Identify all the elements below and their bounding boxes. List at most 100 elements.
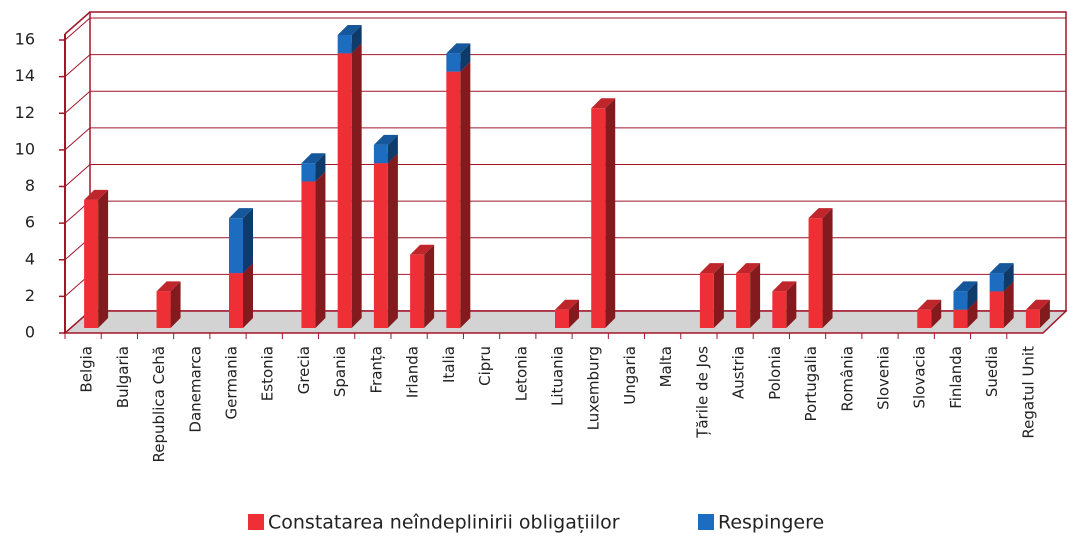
bar-top — [917, 299, 942, 310]
bar-top — [953, 281, 978, 292]
grid-line — [64, 17, 91, 41]
bar-top — [591, 98, 616, 109]
bar — [953, 309, 968, 328]
x-tick-label: Ungaria — [621, 346, 639, 405]
y-tick-label: 16 — [15, 30, 35, 49]
y-tick-label: 12 — [15, 103, 35, 122]
legend-swatch — [248, 514, 264, 530]
grid-line — [64, 90, 91, 114]
bar — [84, 199, 99, 328]
x-tick-label: Danemarca — [186, 346, 204, 433]
bar-side — [569, 299, 579, 328]
bar — [337, 53, 352, 328]
bar-side — [387, 134, 398, 164]
bar-side — [1039, 299, 1050, 328]
x-tick-label: Polonia — [766, 346, 784, 400]
bar-side — [713, 263, 724, 328]
bar-side — [822, 208, 833, 328]
bar — [373, 144, 388, 164]
legend: Constatarea neîndeplinirii obligațiilor … — [248, 512, 824, 534]
bar-top — [156, 281, 181, 292]
bar-side — [351, 25, 362, 54]
x-tick-label: Franța — [367, 346, 385, 393]
bar-top — [229, 208, 253, 219]
x-tick-label: Irlanda — [404, 346, 422, 398]
y-tick-label: 10 — [15, 139, 35, 158]
bar-side — [1003, 281, 1014, 328]
x-tick-label: Regatul Unit — [1019, 346, 1037, 439]
bar — [410, 254, 425, 328]
bar — [736, 273, 751, 328]
bar — [229, 273, 243, 328]
bar-side — [750, 263, 761, 328]
bar — [446, 53, 461, 72]
bar-side — [605, 98, 616, 328]
bar — [808, 218, 823, 328]
bar — [591, 108, 606, 328]
bar — [446, 71, 461, 328]
legend-swatch — [698, 514, 714, 530]
bar-side — [98, 189, 109, 328]
x-tick-label: Germania — [223, 346, 241, 419]
bar-side — [351, 43, 362, 328]
x-tick-label: Finlanda — [947, 346, 965, 409]
bar-top — [808, 208, 833, 219]
bar — [373, 163, 388, 328]
bar-side — [315, 153, 326, 182]
x-tick-label: Slovenia — [875, 346, 893, 410]
bar-top — [410, 244, 435, 255]
y-tick-label: 6 — [25, 213, 35, 232]
legend-label: Respingere — [718, 512, 824, 534]
x-tick-label: Spania — [331, 346, 349, 397]
bar — [555, 309, 569, 328]
x-tick-label: Suedia — [983, 346, 1001, 397]
bar-side — [786, 281, 797, 328]
x-tick-label: Slovacia — [911, 346, 929, 409]
x-tick-label: Grecia — [295, 346, 313, 394]
bar-top — [736, 263, 761, 274]
x-tick-label: Republica Cehă — [150, 346, 168, 462]
bar-side — [170, 281, 181, 328]
x-tick-label: Italia — [440, 346, 458, 383]
x-tick-label: Belgia — [78, 346, 96, 393]
y-tick-label: 14 — [15, 66, 35, 85]
grid-line — [64, 164, 91, 187]
bar-top — [772, 281, 797, 292]
bar — [301, 163, 316, 182]
bar-side — [243, 208, 253, 274]
bar-top — [1025, 299, 1050, 310]
grid-line — [64, 54, 91, 78]
bar-side — [387, 153, 398, 328]
bar-side — [967, 299, 978, 328]
bar — [699, 273, 714, 328]
x-tick-label: Bulgaria — [114, 346, 132, 408]
x-tick-label: Austria — [730, 346, 748, 399]
bar-top — [301, 153, 326, 164]
y-tick-label: 0 — [25, 323, 35, 342]
x-tick-label: Portugalia — [802, 346, 820, 421]
bar-side — [967, 281, 978, 310]
bar-side — [315, 171, 326, 328]
x-tick-label: Cipru — [476, 346, 494, 386]
y-tick-label: 2 — [25, 286, 35, 305]
bar — [301, 181, 316, 328]
bar-side — [1003, 263, 1014, 292]
bar — [229, 218, 243, 274]
bar — [953, 291, 968, 310]
bar-top — [337, 25, 362, 35]
bar — [1025, 309, 1040, 328]
bar — [772, 291, 787, 328]
bar — [989, 291, 1004, 328]
bar-top — [84, 189, 109, 200]
bar-side — [931, 299, 942, 328]
x-tick-label: Estonia — [259, 346, 277, 401]
bar-top — [699, 263, 724, 274]
bar — [337, 35, 352, 54]
grid-line — [64, 127, 91, 151]
legend-label: Constatarea neîndeplinirii obligațiilor — [268, 512, 620, 534]
bar — [156, 291, 171, 328]
bar — [917, 309, 932, 328]
x-tick-label: Luxemburg — [585, 346, 603, 430]
bar-top — [989, 263, 1014, 274]
